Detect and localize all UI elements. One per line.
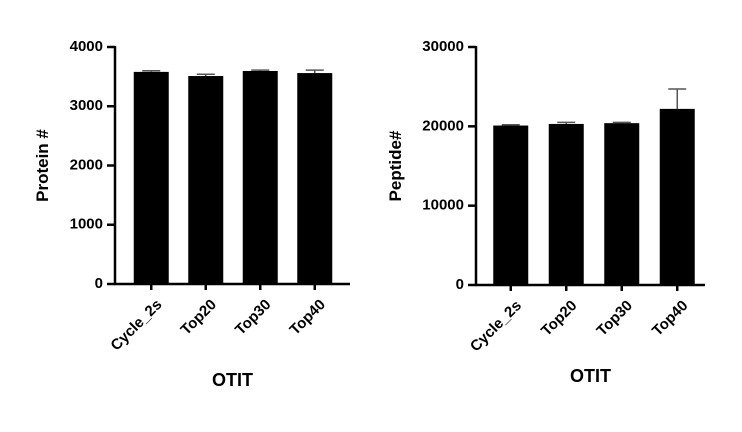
y-tick-label: 20000 [422,117,464,134]
x-tick-label: Top30 [232,296,274,338]
x-tick-label: Top20 [177,296,219,338]
y-tick-label: 0 [456,276,464,293]
y-tick-label: 10000 [422,197,464,214]
y-tick-label: 30000 [422,38,464,55]
x-tick-label: Top30 [593,297,635,339]
bar [659,108,695,285]
x-tick-label: Top40 [286,296,328,338]
bar [188,76,224,284]
y-axis-label: Peptide# [386,130,405,201]
x-tick-label: Top40 [649,297,691,339]
y-tick-label: 4000 [70,38,103,55]
y-tick-label: 2000 [70,156,103,173]
bar [297,73,333,284]
bar [604,123,640,285]
bar [493,125,529,285]
bar [133,71,169,284]
x-axis-label: OTIT [570,366,611,386]
x-tick-label: Top20 [538,297,580,339]
x-tick-label: Cycle_2s [467,297,525,355]
y-axis-label: Protein # [33,129,52,202]
bar [242,70,278,284]
y-tick-label: 0 [95,275,103,292]
x-axis-label: OTIT [212,370,253,390]
x-tick-label: Cycle_2s [107,296,165,354]
y-tick-label: 3000 [70,97,103,114]
y-tick-label: 1000 [70,216,103,233]
bar [548,123,584,285]
